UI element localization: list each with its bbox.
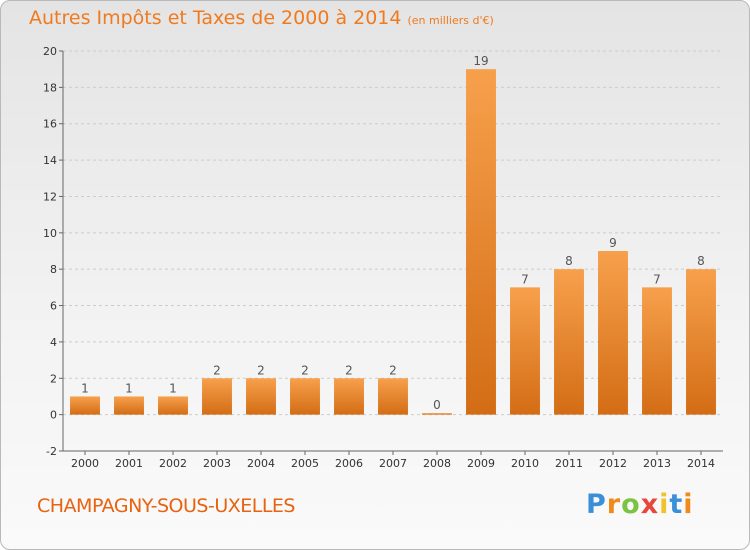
- x-tick-label: 2002: [159, 457, 187, 470]
- chart-title-text: Autres Impôts et Taxes de 2000 à 2014: [29, 7, 402, 29]
- x-tick-label: 2012: [599, 457, 627, 470]
- data-label: 7: [653, 272, 661, 286]
- x-tick-label: 2003: [203, 457, 231, 470]
- logo-letter: r: [606, 489, 622, 520]
- y-tick-label: 20: [43, 45, 57, 58]
- y-tick-label: 0: [50, 409, 57, 422]
- x-tick-label: 2007: [379, 457, 407, 470]
- data-label: 2: [257, 363, 265, 377]
- y-tick-label: 6: [50, 300, 57, 313]
- bar-2007[interactable]: [378, 378, 408, 415]
- data-label: 9: [609, 236, 617, 250]
- logo-letter: x: [640, 489, 660, 520]
- x-tick-label: 2009: [467, 457, 495, 470]
- y-tick-label: 10: [43, 227, 57, 240]
- bar-2004[interactable]: [246, 378, 276, 415]
- bar-2000[interactable]: [70, 396, 100, 415]
- y-tick-label: 14: [43, 154, 57, 167]
- data-label: 2: [389, 363, 397, 377]
- x-tick-label: 2006: [335, 457, 363, 470]
- x-tick-label: 2008: [423, 457, 451, 470]
- logo-letter: i: [683, 489, 694, 520]
- bar-2011[interactable]: [554, 269, 584, 415]
- logo-letter: t: [669, 489, 684, 520]
- bar-2005[interactable]: [290, 378, 320, 415]
- x-tick-label: 2010: [511, 457, 539, 470]
- data-label: 1: [125, 381, 133, 395]
- y-tick-label: 8: [50, 263, 57, 276]
- bar-2009[interactable]: [466, 69, 496, 415]
- bar-2008[interactable]: [422, 413, 452, 415]
- logo-letter: i: [659, 489, 670, 520]
- data-label: 8: [697, 254, 705, 268]
- bar-2002[interactable]: [158, 396, 188, 415]
- y-tick-label: 12: [43, 190, 57, 203]
- bar-2006[interactable]: [334, 378, 364, 415]
- data-label: 0: [433, 398, 441, 412]
- bars: 1 1 1 2 2 2 2 2 0 19 7 8 9 7 8: [70, 54, 716, 415]
- y-tick-label: 4: [50, 336, 57, 349]
- logo-letter: P: [586, 489, 607, 520]
- data-label: 2: [345, 363, 353, 377]
- chart-title: Autres Impôts et Taxes de 2000 à 2014 (en…: [29, 7, 494, 29]
- data-label: 1: [81, 381, 89, 395]
- logo-letter: o: [621, 489, 641, 520]
- bar-2014[interactable]: [686, 269, 716, 415]
- data-label: 1: [169, 381, 177, 395]
- x-tick-label: 2014: [687, 457, 715, 470]
- x-tick-label: 2011: [555, 457, 583, 470]
- data-label: 19: [473, 54, 488, 68]
- bar-2013[interactable]: [642, 287, 672, 415]
- x-tick-label: 2004: [247, 457, 275, 470]
- proxiti-logo[interactable]: Proxiti: [586, 489, 694, 520]
- x-tick-label: 2000: [71, 457, 99, 470]
- x-tick-label: 2013: [643, 457, 671, 470]
- data-label: 8: [565, 254, 573, 268]
- data-label: 7: [521, 272, 529, 286]
- bar-2001[interactable]: [114, 396, 144, 415]
- data-label: 2: [301, 363, 309, 377]
- x-tick-label: 2001: [115, 457, 143, 470]
- y-tick-label: 18: [43, 81, 57, 94]
- bar-2010[interactable]: [510, 287, 540, 415]
- y-tick-label: 2: [50, 372, 57, 385]
- y-tick-label: 16: [43, 118, 57, 131]
- x-tick-label: 2005: [291, 457, 319, 470]
- commune-name: CHAMPAGNY-SOUS-UXELLES: [37, 495, 296, 517]
- bar-2003[interactable]: [202, 378, 232, 415]
- y-tick-label: -2: [46, 445, 57, 458]
- data-label: 2: [213, 363, 221, 377]
- bar-2012[interactable]: [598, 251, 628, 415]
- chart-unit: (en milliers d'€): [407, 14, 494, 27]
